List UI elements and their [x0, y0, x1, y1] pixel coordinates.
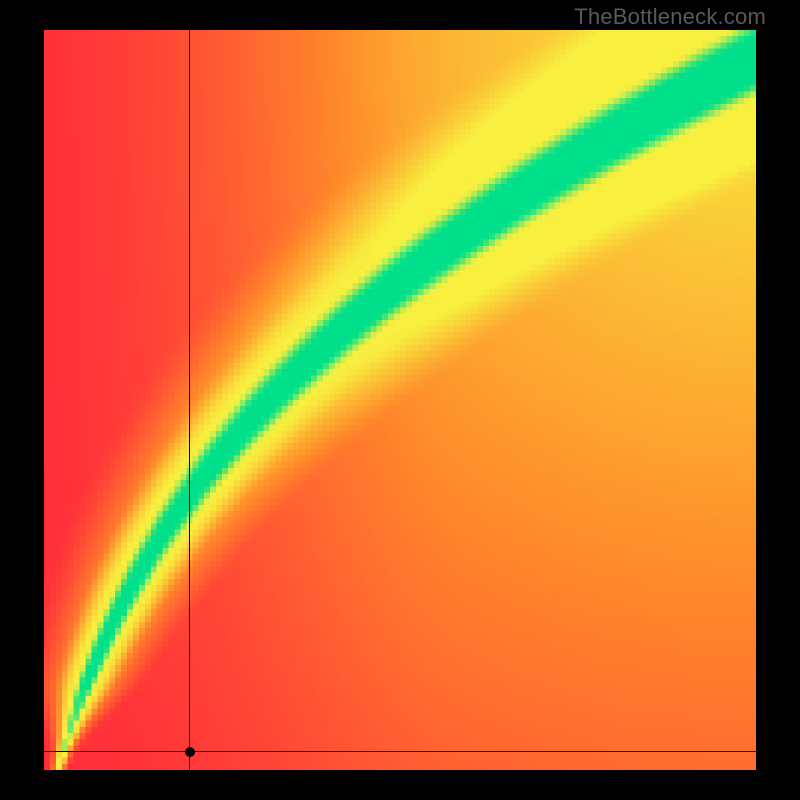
marker-dot: [185, 747, 195, 757]
chart-container: TheBottleneck.com: [0, 0, 800, 800]
crosshair-horizontal: [44, 751, 756, 752]
crosshair-vertical: [189, 30, 190, 770]
heatmap-canvas: [44, 30, 756, 770]
watermark-text: TheBottleneck.com: [574, 4, 766, 30]
heatmap-plot-area: [44, 30, 756, 770]
